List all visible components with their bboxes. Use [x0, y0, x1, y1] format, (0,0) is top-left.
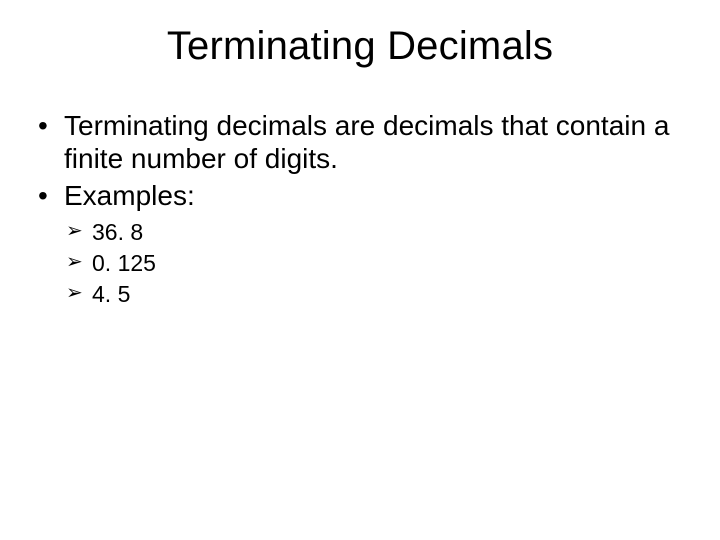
bullet-text: Examples:: [64, 180, 195, 211]
slide-title: Terminating Decimals: [0, 24, 720, 69]
bullet-item: Terminating decimals are decimals that c…: [30, 109, 680, 175]
sub-bullet-text: 4. 5: [92, 281, 130, 307]
sub-bullet-item: 4. 5: [64, 280, 680, 309]
slide: Terminating Decimals Terminating decimal…: [0, 24, 720, 540]
bullet-text: Terminating decimals are decimals that c…: [64, 110, 669, 174]
bullet-item: Examples: 36. 8 0. 125 4. 5: [30, 179, 680, 308]
sub-bullet-item: 0. 125: [64, 249, 680, 278]
sub-bullet-item: 36. 8: [64, 218, 680, 247]
slide-body: Terminating decimals are decimals that c…: [0, 109, 720, 308]
sub-bullet-list: 36. 8 0. 125 4. 5: [64, 218, 680, 308]
sub-bullet-text: 36. 8: [92, 219, 143, 245]
bullet-list: Terminating decimals are decimals that c…: [30, 109, 680, 308]
sub-bullet-text: 0. 125: [92, 250, 156, 276]
